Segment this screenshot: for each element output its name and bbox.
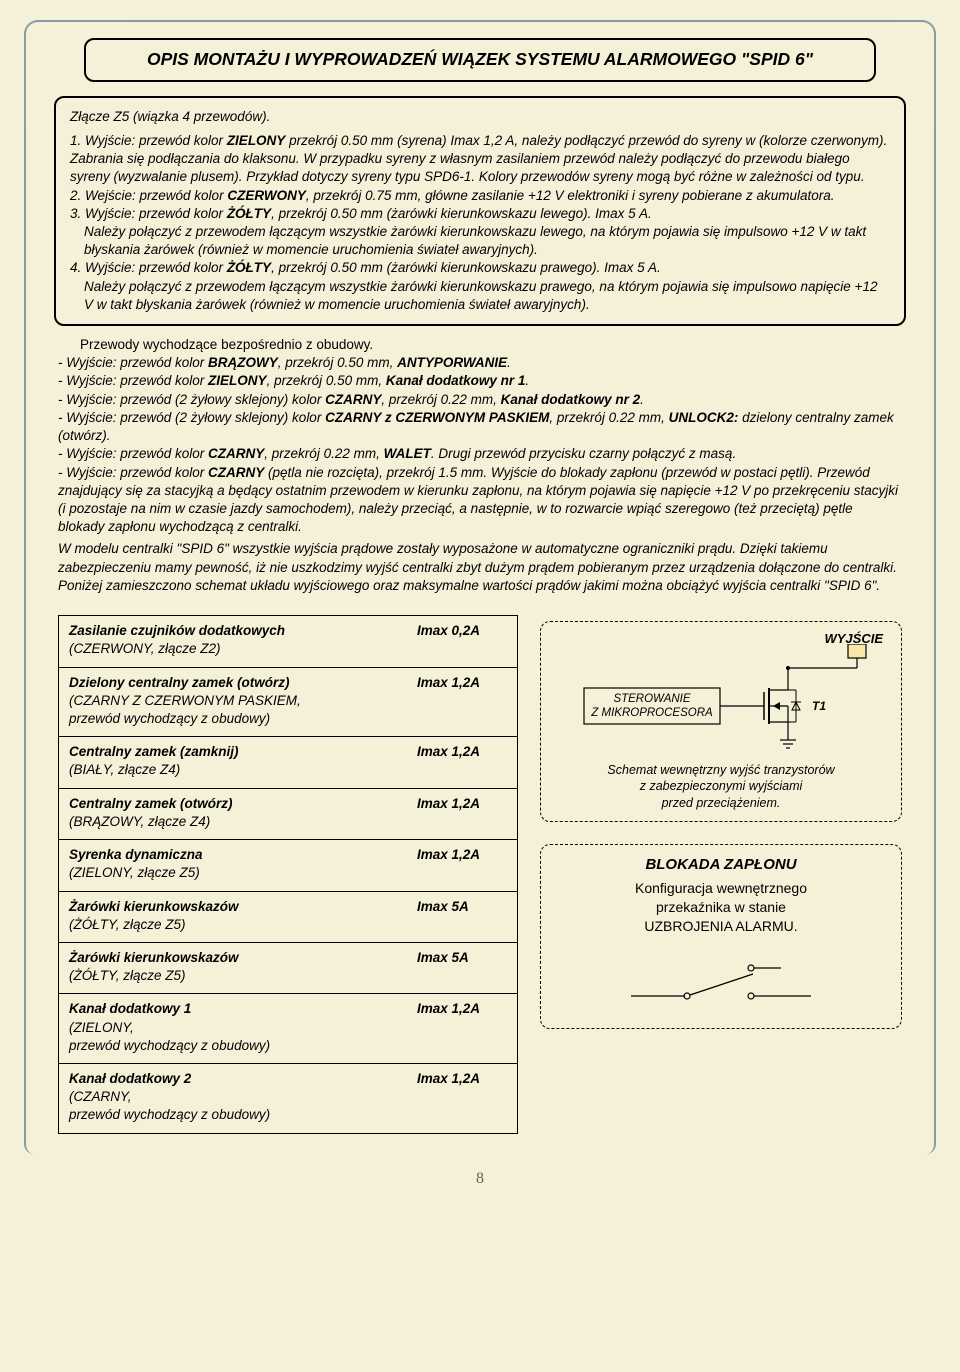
table-row: Zasilanie czujników dodatkowych(CZERWONY… (59, 616, 517, 666)
table-row: Centralny zamek (zamknij)(BIAŁY, złącze … (59, 736, 517, 787)
z5-item-2: 2. Wejście: przewód kolor CZERWONY, prze… (70, 187, 890, 205)
row-meta: (ŻÓŁTY, złącze Z5) (69, 916, 417, 934)
row-value: Imax 1,2A (417, 846, 507, 882)
row-meta: (CZERWONY, złącze Z2) (69, 640, 417, 658)
z5-box: Złącze Z5 (wiązka 4 przewodów). 1. Wyjśc… (54, 96, 906, 326)
mosfet-diagram: WYJŚCIE STEROWANIE Z MIKROPROCESORA (540, 621, 902, 822)
row-name: Żarówki kierunkowskazów (69, 949, 417, 967)
row-name: Kanał dodatkowy 1 (69, 1000, 417, 1018)
ignition-diagram: BLOKADA ZAPŁONU Konfiguracja wewnętrzneg… (540, 844, 902, 1029)
body-l4: - Wyjście: przewód (2 żyłowy sklejony) k… (58, 409, 902, 445)
body-para: W modelu centralki "SPID 6" wszystkie wy… (58, 540, 902, 595)
row-meta: (BRĄZOWY, złącze Z4) (69, 813, 417, 831)
row-name: Syrenka dynamiczna (69, 846, 417, 864)
z5-item-3b: Należy połączyć z przewodem łączącym wsz… (70, 223, 890, 259)
row-name: Dzielony centralny zamek (otwórz) (69, 674, 417, 692)
row-meta: (BIAŁY, złącze Z4) (69, 761, 417, 779)
page-frame: OPIS MONTAŻU I WYPROWADZEŃ WIĄZEK SYSTEM… (24, 20, 936, 1154)
lower-area: Zasilanie czujników dodatkowych(CZERWONY… (58, 615, 902, 1134)
row-name: Żarówki kierunkowskazów (69, 898, 417, 916)
ster-l1: STEROWANIE (613, 693, 690, 705)
row-meta: (CZARNY Z CZERWONYM PASKIEM,przewód wych… (69, 692, 417, 728)
z5-item-4b: Należy połączyć z przewodem łączącym wsz… (70, 278, 890, 314)
ignition-text: Konfiguracja wewnętrznegoprzekaźnika w s… (553, 879, 889, 936)
row-value: Imax 5A (417, 949, 507, 985)
mosfet-caption: Schemat wewnętrzny wyjść tranzystorówz z… (553, 762, 889, 811)
row-name: Zasilanie czujników dodatkowych (69, 622, 417, 640)
z5-item-3: 3. Wyjście: przewód kolor ŻÓŁTY, przekró… (70, 205, 890, 223)
row-value: Imax 5A (417, 898, 507, 934)
mosfet-svg: STEROWANIE Z MIKROPROCESORA (566, 644, 876, 754)
row-meta: (ZIELONY, złącze Z5) (69, 864, 417, 882)
diagram-column: WYJŚCIE STEROWANIE Z MIKROPROCESORA (540, 615, 902, 1029)
body-text: Przewody wychodzące bezpośrednio z obudo… (58, 336, 902, 595)
row-meta: (CZARNY,przewód wychodzący z obudowy) (69, 1088, 417, 1124)
page-title: OPIS MONTAŻU I WYPROWADZEŃ WIĄZEK SYSTEM… (84, 38, 876, 82)
relay-svg (611, 946, 831, 1016)
table-row: Kanał dodatkowy 1(ZIELONY,przewód wychod… (59, 993, 517, 1063)
row-value: Imax 1,2A (417, 1000, 507, 1055)
table-row: Żarówki kierunkowskazów(ŻÓŁTY, złącze Z5… (59, 942, 517, 993)
output-label: WYJŚCIE (824, 630, 883, 648)
body-l3: - Wyjście: przewód (2 żyłowy sklejony) k… (58, 391, 902, 409)
row-value: Imax 1,2A (417, 795, 507, 831)
table-row: Kanał dodatkowy 2(CZARNY,przewód wychodz… (59, 1063, 517, 1133)
output-table: Zasilanie czujników dodatkowych(CZERWONY… (58, 615, 518, 1134)
table-row: Dzielony centralny zamek (otwórz)(CZARNY… (59, 667, 517, 737)
z5-item-4: 4. Wyjście: przewód kolor ŻÓŁTY, przekró… (70, 259, 890, 277)
body-l1: - Wyjście: przewód kolor BRĄZOWY, przekr… (58, 354, 902, 372)
body-lead: Przewody wychodzące bezpośrednio z obudo… (80, 336, 902, 354)
ster-l2: Z MIKROPROCESORA (590, 707, 713, 719)
row-meta: (ŻÓŁTY, złącze Z5) (69, 967, 417, 985)
row-value: Imax 1,2A (417, 1070, 507, 1125)
t1-label: T1 (812, 699, 826, 713)
table-row: Żarówki kierunkowskazów(ŻÓŁTY, złącze Z5… (59, 891, 517, 942)
z5-item-1: 1. Wyjście: przewód kolor ZIELONY przekr… (70, 132, 890, 187)
row-value: Imax 1,2A (417, 743, 507, 779)
row-name: Kanał dodatkowy 2 (69, 1070, 417, 1088)
table-row: Syrenka dynamiczna(ZIELONY, złącze Z5)Im… (59, 839, 517, 890)
table-row: Centralny zamek (otwórz)(BRĄZOWY, złącze… (59, 788, 517, 839)
row-name: Centralny zamek (zamknij) (69, 743, 417, 761)
row-value: Imax 0,2A (417, 622, 507, 658)
body-l6: - Wyjście: przewód kolor CZARNY (pętla n… (58, 464, 902, 537)
page-number: 8 (24, 1168, 936, 1190)
row-name: Centralny zamek (otwórz) (69, 795, 417, 813)
row-meta: (ZIELONY,przewód wychodzący z obudowy) (69, 1019, 417, 1055)
body-l5: - Wyjście: przewód kolor CZARNY, przekró… (58, 445, 902, 463)
body-l2: - Wyjście: przewód kolor ZIELONY, przekr… (58, 372, 902, 390)
ignition-head: BLOKADA ZAPŁONU (553, 855, 889, 875)
z5-head: Złącze Z5 (wiązka 4 przewodów). (70, 108, 890, 126)
row-value: Imax 1,2A (417, 674, 507, 729)
